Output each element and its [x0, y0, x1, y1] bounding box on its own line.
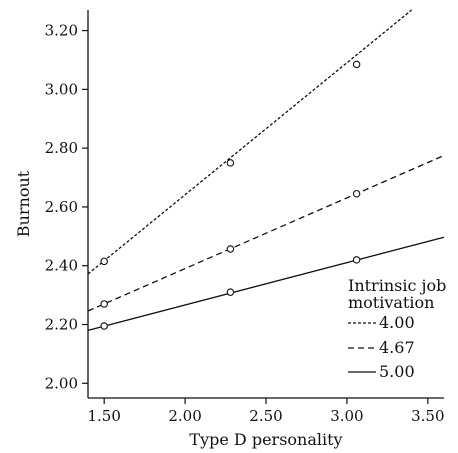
x-ticks: 1.50 2.00 2.50 3.00 3.50: [87, 398, 445, 425]
legend-entry: 5.00: [348, 362, 415, 381]
data-point: [352, 256, 361, 264]
data-point: [226, 159, 235, 167]
y-tick-label: 2.40: [45, 257, 78, 275]
y-tick-label: 3.00: [45, 80, 78, 98]
y-ticks: 2.00 2.20 2.40 2.60 2.80 3.00 3.20: [45, 22, 88, 392]
legend-entries: 4.00 4.67 5.00: [348, 313, 415, 381]
x-tick-label: 2.50: [249, 407, 282, 425]
data-point: [352, 60, 361, 69]
x-tick-label: 3.00: [330, 407, 363, 425]
series-layer: [87, 9, 445, 332]
series-line: [87, 9, 413, 275]
legend-label: 5.00: [379, 362, 415, 381]
y-axis-label: Burnout: [14, 170, 33, 237]
data-point: [100, 322, 108, 330]
legend-label: 4.00: [379, 313, 415, 332]
data-point: [100, 300, 108, 308]
y-tick-label: 2.20: [45, 316, 78, 334]
series-solid: [87, 236, 445, 332]
y-tick-label: 2.60: [45, 198, 78, 216]
legend-title-line-2: motivation: [348, 293, 434, 312]
legend-entry: 4.67: [348, 338, 415, 357]
x-axis-label: Type D personality: [189, 430, 342, 449]
data-point: [226, 245, 235, 253]
series-dotted: [87, 9, 413, 275]
legend: Intrinsic job motivation 4.00 4.67 5.00: [348, 276, 446, 381]
y-tick-label: 2.80: [45, 139, 78, 157]
x-tick-label: 1.50: [87, 407, 120, 425]
data-point: [100, 257, 108, 266]
y-tick-label: 2.00: [45, 374, 78, 392]
data-point: [226, 288, 235, 296]
y-tick-label: 3.20: [45, 22, 78, 40]
x-tick-label: 3.50: [411, 407, 444, 425]
legend-title-line-1: Intrinsic job: [348, 276, 446, 295]
legend-entry: 4.00: [348, 313, 415, 332]
legend-label: 4.67: [379, 338, 415, 357]
series-line: [87, 236, 445, 332]
data-point: [352, 189, 361, 198]
series-dashed: [87, 154, 445, 312]
x-tick-label: 2.00: [168, 407, 201, 425]
series-line: [87, 154, 445, 312]
